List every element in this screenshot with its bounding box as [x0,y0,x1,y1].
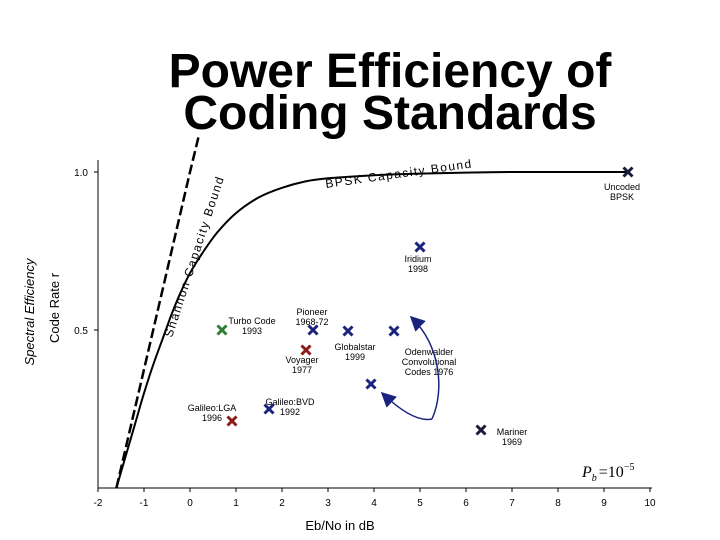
point-marker-stroke [307,324,319,336]
point-label-line: 1993 [242,326,262,336]
x-axis-label: Eb/No in dB [305,518,374,533]
point-label: Iridium 1998 [404,254,431,274]
y-tick-label: 1.0 [74,168,88,179]
point-label-line: Globalstar [334,342,375,352]
data-point: Uncoded BPSK [604,166,640,202]
y-axis-label-spectral: Spectral Efficiency [22,257,37,365]
points: Uncoded BPSK Iridium 1998 Pioneer 1968-72 Turb… [188,166,640,447]
odenwalder-arrow-upper [409,315,440,420]
svg-text:Pb=10−5: Pb =10−5 [581,462,634,484]
point-label-line: 1969 [502,437,522,447]
x-tick-label: 2 [279,498,285,509]
point-label-line: 1998 [408,264,428,274]
point-label-line: BPSK [610,192,634,202]
x-tick-label: 1 [233,498,239,509]
x-tick-label: -1 [140,498,149,509]
pb-eq: =10 [599,464,624,481]
x-tick-label: -2 [94,498,103,509]
title-line-2: Coding Standards [183,87,597,140]
x-tick-label: 3 [325,498,331,509]
data-point: Odenwalder Convolutional Codes 1976 [388,325,457,377]
data-point: Turbo Code 1993 [216,316,276,336]
point-marker-stroke [414,241,426,253]
point-label-line: 1992 [280,407,300,417]
point-label: Pioneer 1968-72 [295,307,328,327]
x-tick-label: 7 [509,498,515,509]
point-label-line: 1977 [292,365,312,375]
data-point: Pioneer 1968-72 [295,307,329,336]
point-marker-stroke [216,324,228,336]
y-axis-label-rate: Code Rate r [47,272,62,343]
x-tick-label: 5 [417,498,423,509]
data-point [365,378,377,390]
point-label-line: Galileo:BVD [265,397,315,407]
data-point: Galileo:BVD 1992 [263,397,315,417]
point-marker-stroke [365,378,377,390]
x-tick-label: 6 [463,498,469,509]
point-label: Voyager 1977 [285,355,318,375]
odenwalder-arrow-lower [380,391,433,421]
point-label-line: Odenwalder [405,347,454,357]
point-label: Globalstar 1999 [334,342,375,362]
pb-base: P [581,464,592,481]
point-marker-stroke [300,344,312,356]
point-label-line: Pioneer [296,307,327,317]
point-label-line: Convolutional [402,357,457,367]
title-line-1: Power Efficiency of [168,45,612,98]
data-point: Globalstar 1999 [334,325,376,362]
point-label-line: Galileo:LGA [188,403,237,413]
point-marker-stroke [388,325,400,337]
data-point: Mariner 1969 [475,424,528,447]
point-label: Uncoded BPSK [604,182,640,202]
data-point: Voyager 1977 [285,344,319,375]
point-label-line: 1996 [202,413,222,423]
point-label-line: 1999 [345,352,365,362]
point-marker-stroke [475,424,487,436]
axes [94,160,652,492]
point-marker-stroke [342,325,354,337]
point-marker-stroke [263,403,275,415]
x-tick-label: 9 [601,498,607,509]
curves [115,133,627,489]
tick-labels: -2 -1 0 1 2 3 4 5 6 7 8 9 10 0.5 1.0 [74,168,656,509]
point-label-line: Turbo Code [228,316,275,326]
pb-exp: −5 [624,462,635,473]
arrows [380,315,440,421]
point-label: Galileo:BVD 1992 [265,397,315,417]
point-label-line: Iridium [404,254,431,264]
shannon-bound-line [115,133,201,489]
point-label-line: 1968-72 [295,317,328,327]
x-tick-label: 10 [644,498,656,509]
point-label-line: Codes 1976 [405,367,454,377]
x-tick-label: 8 [555,498,561,509]
point-label: Odenwalder Convolutional Codes 1976 [402,347,457,377]
x-tick-label: 4 [371,498,377,509]
data-point: Galileo:LGA 1996 [188,403,238,427]
point-marker-stroke [622,166,634,178]
point-label-line: Uncoded [604,182,640,192]
point-label-line: Mariner [497,427,528,437]
point-marker-stroke [226,415,238,427]
y-tick-label: 0.5 [74,326,88,337]
bpsk-bound-curve [115,170,627,489]
pb-sub: b [592,473,597,484]
x-tick-label: 0 [187,498,193,509]
pb-annotation: Pb =10−5 [581,462,634,484]
point-label: Turbo Code 1993 [228,316,275,336]
point-label: Galileo:LGA 1996 [188,403,237,423]
data-point: Iridium 1998 [404,241,432,274]
point-label: Mariner 1969 [497,427,528,447]
point-label-line: Voyager [285,355,318,365]
